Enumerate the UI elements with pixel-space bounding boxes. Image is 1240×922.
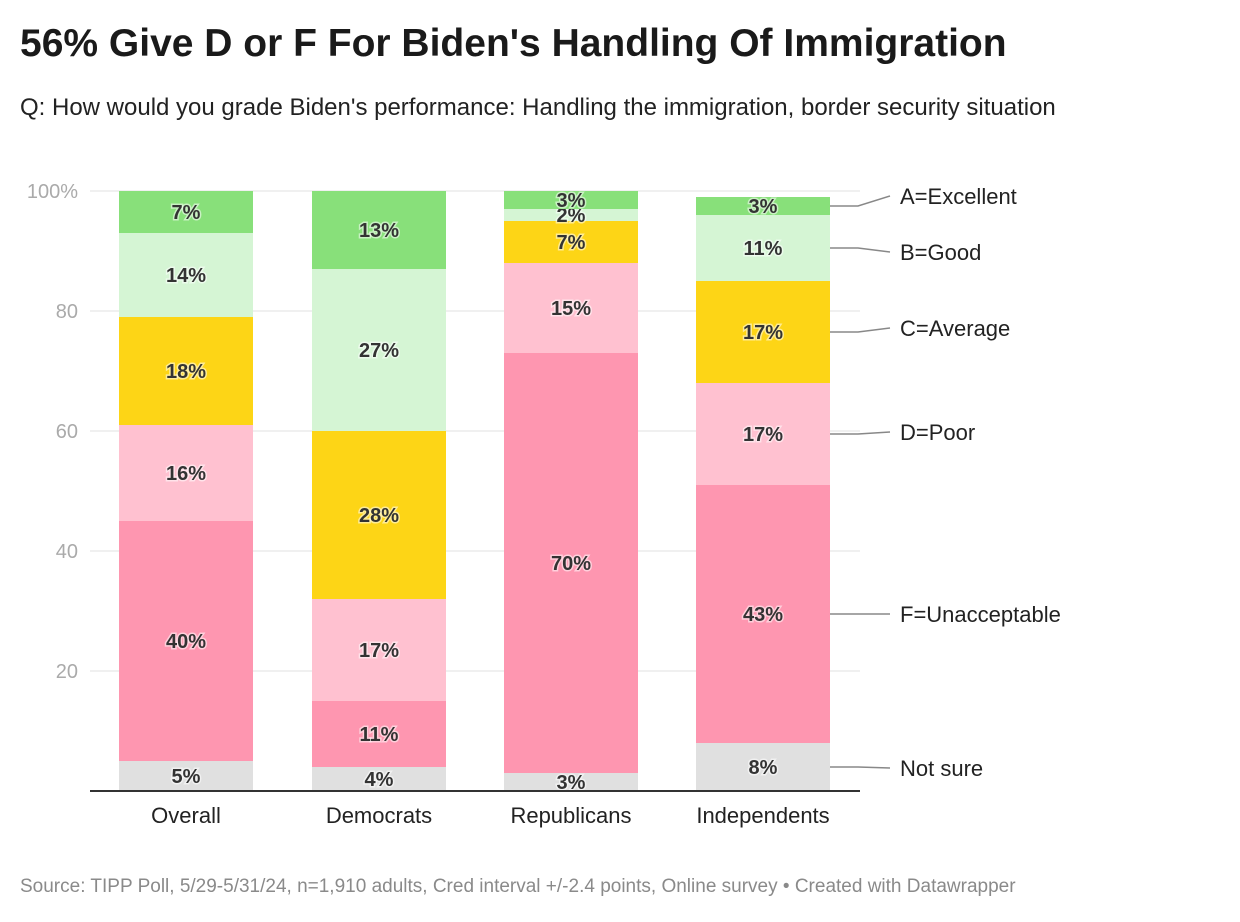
data-label: 28% <box>359 505 399 527</box>
data-label: 40% <box>166 631 206 653</box>
data-label: 8% <box>749 757 778 779</box>
legend-label: A=Excellent <box>900 184 1017 209</box>
data-label: 43% <box>743 604 783 626</box>
data-label: 5% <box>172 766 201 788</box>
bar-segment <box>696 743 830 791</box>
legend-connector <box>830 766 891 769</box>
bar-segment <box>312 269 446 431</box>
x-tick-label: Republicans <box>510 803 631 828</box>
legend-label: C=Average <box>900 316 1010 341</box>
data-label: 27% <box>359 340 399 362</box>
y-tick-label: 100% <box>27 181 78 203</box>
x-tick-label: Democrats <box>326 803 432 828</box>
bar-segment <box>312 767 446 791</box>
bar-segment <box>504 773 638 791</box>
source-note: Source: TIPP Poll, 5/29-5/31/24, n=1,910… <box>20 876 1016 897</box>
bar-segment <box>696 485 830 743</box>
data-label: 17% <box>743 424 783 446</box>
y-tick-label: 60 <box>56 421 78 443</box>
bar-segment <box>504 221 638 263</box>
bar-segment <box>312 191 446 269</box>
bar-segment <box>119 317 253 425</box>
data-label: 15% <box>551 298 591 320</box>
y-tick-label: 80 <box>56 301 78 323</box>
bar-segment <box>504 263 638 353</box>
legend-connector <box>830 195 891 207</box>
data-label: 17% <box>743 322 783 344</box>
data-label: 7% <box>172 202 201 224</box>
bar-segment <box>696 215 830 281</box>
bar-segment <box>504 353 638 773</box>
data-label: 11% <box>360 724 399 746</box>
legend-connector <box>830 431 891 435</box>
data-label: 11% <box>744 238 783 260</box>
bar-segment <box>119 425 253 521</box>
bar-segment <box>119 233 253 317</box>
bar-segment <box>312 431 446 599</box>
legend-label: Not sure <box>900 756 983 781</box>
bar-segment <box>312 599 446 701</box>
bar-segment <box>696 197 830 215</box>
x-tick-label: Overall <box>151 803 221 828</box>
legend-label: F=Unacceptable <box>900 602 1061 627</box>
data-label: 17% <box>359 640 399 662</box>
legend-connector <box>830 247 891 253</box>
legend-connector <box>830 327 891 333</box>
stacked-bar-chart: 20 40 60 80 100% 5% 40% 16% 18% 14% 7% Overall 4% 11%… <box>27 181 1061 828</box>
chart-subtitle: Q: How would you grade Biden's performan… <box>20 94 1056 121</box>
data-label: 7% <box>557 232 586 254</box>
bar-segment <box>312 701 446 767</box>
data-label: 70% <box>551 553 591 575</box>
legend-label: B=Good <box>900 240 981 265</box>
data-label: 14% <box>166 265 206 287</box>
bar-segment <box>119 761 253 791</box>
data-label: 4% <box>365 769 394 791</box>
bar-segment <box>696 281 830 383</box>
chart-title: 56% Give D or F For Biden's Handling Of … <box>20 22 1007 65</box>
bar-segment <box>504 209 638 221</box>
data-label: 13% <box>359 220 399 242</box>
y-tick-label: 40 <box>56 541 78 563</box>
data-label: 18% <box>166 361 206 383</box>
data-label: 16% <box>166 463 206 485</box>
y-tick-label: 20 <box>56 661 78 683</box>
bar-segment <box>119 191 253 233</box>
legend-label: D=Poor <box>900 420 975 445</box>
bar-segment <box>504 191 638 209</box>
data-label: 3% <box>557 190 586 212</box>
bar-segment <box>696 383 830 485</box>
data-label: 3% <box>749 196 778 218</box>
x-tick-label: Independents <box>696 803 829 828</box>
bar-segment <box>119 521 253 761</box>
